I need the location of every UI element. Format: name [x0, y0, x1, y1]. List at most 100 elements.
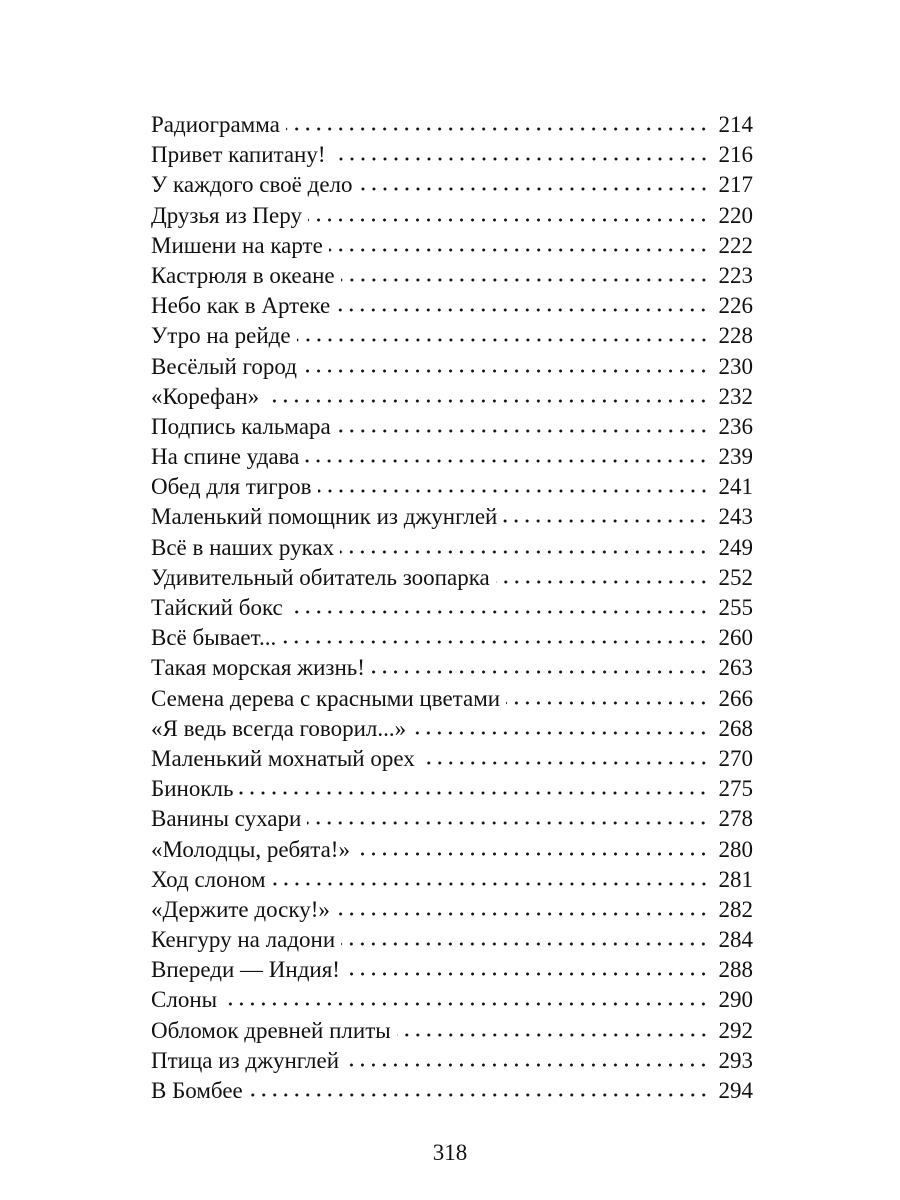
toc-entry-title: Птица из джунглей	[151, 1047, 340, 1073]
toc-entry: Друзья из Перу 220	[151, 201, 753, 231]
toc-entry-page: 255	[718, 595, 754, 620]
dot-leader	[345, 1059, 709, 1068]
toc-entry-page: 228	[718, 323, 754, 349]
toc-entry-title: Слоны	[151, 987, 218, 1013]
toc-entry-title: Впереди — Индия!	[151, 957, 340, 983]
page-number: 318	[432, 1140, 468, 1165]
dot-leader	[271, 878, 709, 887]
toc-entry-title: «Держите доску!»	[151, 896, 330, 922]
toc-entry-title: Кенгуру на ладони	[151, 927, 336, 953]
toc-entry: Радиограмма 214	[151, 110, 753, 140]
toc-entry-title: Ход слоном	[151, 866, 266, 892]
dot-leader	[345, 969, 709, 978]
dot-leader	[223, 999, 709, 1008]
toc-entry-page: 280	[718, 836, 754, 862]
toc-entry-page: 270	[718, 745, 754, 771]
dot-leader	[265, 395, 709, 404]
toc-entry-page: 230	[718, 353, 754, 379]
toc-entry-title: Утро на рейде	[151, 323, 291, 349]
toc-entry: Всё бывает... 260	[151, 623, 753, 653]
toc-entry-title: Подпись кальмара	[151, 413, 331, 439]
toc-entry-page: 294	[718, 1078, 754, 1103]
toc-entry-title: У каждого своё дело	[151, 172, 353, 198]
toc-entry-title: Небо как в Артеке	[151, 293, 331, 319]
toc-entry: На спине удава 239	[151, 442, 753, 472]
toc-entry: Тайский бокс 255	[151, 593, 753, 623]
toc-entry-page: 282	[718, 896, 754, 922]
dot-leader	[341, 939, 709, 948]
toc-entry-page: 252	[718, 564, 754, 590]
toc-entry-title: Маленький мохнатый орех	[151, 745, 415, 771]
dot-leader	[336, 305, 709, 314]
toc-entry-title: Такая морская жизнь!	[151, 655, 365, 681]
toc-entry: Ванины сухари 278	[151, 804, 753, 834]
toc-entry: Небо как в Артеке 226	[151, 291, 753, 321]
dot-leader	[355, 848, 709, 857]
toc-entry-page: 216	[718, 142, 754, 168]
toc-entry-title: В Бомбее	[151, 1078, 243, 1103]
toc-entry: Маленький помощник из джунглей 243	[151, 502, 753, 532]
toc-entry-title: Тайский бокс	[151, 595, 283, 620]
dot-leader	[302, 365, 709, 374]
toc-entry-page: 226	[718, 293, 754, 319]
toc-entry-title: Весёлый город	[151, 353, 297, 379]
dot-leader	[288, 607, 709, 615]
toc-entry-page: 222	[718, 232, 754, 258]
toc-entry-page: 223	[718, 262, 754, 288]
toc-entry-page: 260	[718, 625, 754, 651]
toc-entry-page: 281	[718, 866, 754, 892]
dot-leader	[412, 727, 709, 736]
toc-entry-title: «Корефан»	[151, 383, 260, 409]
dot-leader	[340, 546, 709, 555]
toc-entry-title: Маленький помощник из джунглей	[151, 504, 498, 530]
toc-entry-page: 290	[718, 987, 754, 1013]
dot-leader	[358, 184, 709, 193]
toc-entry-page: 268	[718, 715, 754, 741]
toc-entry: Такая морская жизнь! 263	[151, 653, 753, 683]
toc-entry-page: 249	[718, 534, 754, 560]
dot-leader	[239, 788, 709, 797]
table-of-contents: Радиограмма 214 Привет капитану! 216 У каждо…	[151, 110, 753, 1106]
dot-leader	[296, 335, 709, 344]
toc-entry-title: На спине удава	[151, 444, 300, 470]
toc-entry: В Бомбее 294	[151, 1076, 753, 1106]
toc-entry-title: Мишени на карте	[151, 232, 323, 258]
dot-leader	[328, 244, 709, 253]
toc-entry: Бинокль 275	[151, 774, 753, 804]
toc-entry-page: 220	[718, 202, 754, 228]
toc-entry: Маленький мохнатый орех 270	[151, 744, 753, 774]
toc-entry-title: Друзья из Перу	[151, 202, 302, 228]
toc-entry-title: «Я ведь всегда говорил...»	[151, 715, 407, 741]
dot-leader	[503, 516, 709, 525]
toc-entry-page: 292	[718, 1017, 754, 1043]
toc-entry: Всё в наших руках 249	[151, 533, 753, 563]
toc-entry: Весёлый город 230	[151, 352, 753, 382]
toc-entry-title: Семена дерева с красными цветами	[151, 685, 501, 711]
toc-entry-title: Всё бывает...	[151, 625, 277, 651]
toc-entry: Привет капитану! 216	[151, 140, 753, 170]
toc-entry-title: Обед для тигров	[151, 474, 312, 500]
toc-entry-title: Удивительный обитатель зоопарка	[151, 564, 490, 590]
dot-leader	[305, 456, 709, 465]
toc-entry: Обед для тигров 241	[151, 472, 753, 502]
dot-leader	[307, 214, 709, 223]
toc-entry-page: 275	[718, 776, 754, 802]
toc-entry-title: «Молодцы, ребята!»	[151, 836, 350, 862]
toc-entry: Ход слоном 281	[151, 865, 753, 895]
toc-entry: Удивительный обитатель зоопарка 252	[151, 563, 753, 593]
dot-leader	[307, 818, 709, 827]
toc-entry-title: Привет капитану!	[151, 142, 326, 168]
toc-entry-page: 293	[718, 1047, 754, 1073]
toc-entry: У каждого своё дело 217	[151, 170, 753, 200]
toc-entry-title: Ванины сухари	[151, 806, 302, 832]
toc-entry: Слоны 290	[151, 985, 753, 1015]
toc-entry: Подпись кальмара 236	[151, 412, 753, 442]
toc-entry-title: Обломок древней плиты	[151, 1017, 391, 1043]
dot-leader	[317, 486, 709, 495]
toc-entry-page: 236	[718, 413, 754, 439]
dot-leader	[335, 908, 709, 917]
toc-entry: Кенгуру на ладони 284	[151, 925, 753, 955]
dot-leader	[506, 697, 709, 706]
toc-entry-page: 263	[718, 655, 754, 681]
toc-entry: Впереди — Индия! 288	[151, 955, 753, 985]
